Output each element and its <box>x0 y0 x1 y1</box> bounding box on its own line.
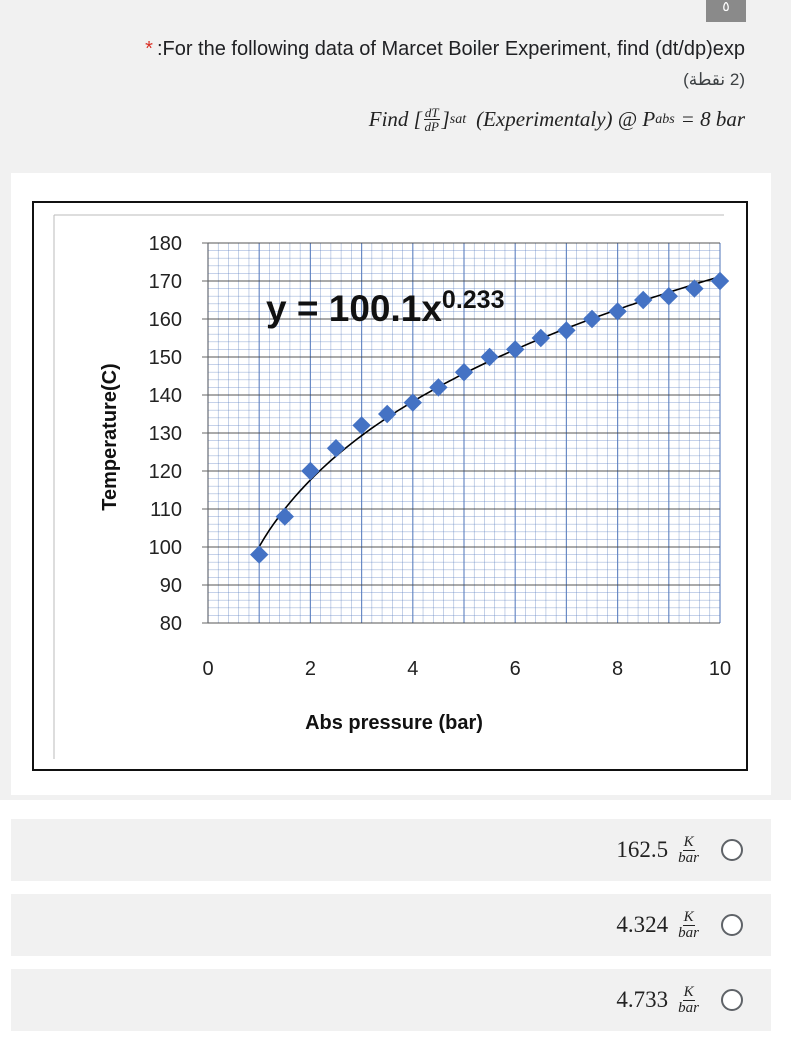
equation-base: y = 100.1x <box>266 288 442 329</box>
option-value: 4.733 <box>616 987 669 1012</box>
x-tick-label: 0 <box>202 658 213 680</box>
option-label: 4.324 K bar <box>616 894 701 956</box>
option-value: 4.324 <box>616 912 669 937</box>
y-tick-label: 90 <box>160 575 182 597</box>
unit-numerator: K <box>682 833 695 851</box>
x-tick-label: 8 <box>612 658 623 680</box>
trendline-equation: y = 100.1x0.233 <box>266 286 504 329</box>
formula-find: Find [ <box>368 107 422 131</box>
x-tick-label: 6 <box>510 658 521 680</box>
required-marker: * <box>145 38 153 60</box>
data-point <box>454 363 474 382</box>
option-unit: K bar <box>678 833 699 866</box>
points-label: (2 نقطة) <box>683 70 745 89</box>
y-tick-label: 130 <box>149 423 182 445</box>
x-tick-label: 4 <box>407 658 418 680</box>
formula-numerator: dT <box>423 105 440 120</box>
data-point <box>352 416 371 435</box>
option-label: 162.5 K bar <box>616 819 701 881</box>
data-point <box>326 439 346 458</box>
y-tick-label: 160 <box>149 309 182 331</box>
data-point <box>557 321 576 340</box>
option-unit: K bar <box>678 908 699 941</box>
data-point <box>429 378 448 397</box>
scatter-chart: 80 90 100 110 120 130 140 150 160 170 180 0 2 4 6 8 10 Ab… <box>53 214 731 759</box>
chart-image: 80 90 100 110 120 130 140 150 160 170 180 0 2 4 6 8 10 Ab… <box>32 201 748 771</box>
data-point <box>710 271 730 291</box>
y-tick-label: 180 <box>149 233 182 255</box>
x-axis-title: Abs pressure (bar) <box>305 712 483 734</box>
data-point <box>301 461 320 481</box>
option-value: 162.5 <box>616 837 669 862</box>
formula-rest: (Experimentaly) @ P <box>476 107 656 131</box>
data-point <box>275 507 294 526</box>
question-formula: Find [ dT dP ] sat (Experimentaly) @ P a… <box>369 106 745 133</box>
data-point <box>250 545 269 564</box>
data-point <box>531 328 550 348</box>
question-number-badge: ٥ <box>706 0 746 22</box>
option-row-1[interactable]: 162.5 K bar <box>11 819 771 881</box>
unit-denominator: bar <box>678 999 699 1016</box>
formula-abs-sub: abs <box>655 111 675 127</box>
option-row-2[interactable]: 4.324 K bar <box>11 894 771 956</box>
data-point <box>608 302 627 321</box>
data-point <box>403 393 422 412</box>
x-tick-label: 2 <box>305 658 316 680</box>
option-radio-button[interactable] <box>721 914 743 936</box>
y-tick-label: 80 <box>160 613 182 635</box>
y-axis-title: Temperature(C) <box>99 363 121 510</box>
option-row-3[interactable]: 4.733 K bar <box>11 969 771 1031</box>
x-tick-label: 10 <box>709 658 731 680</box>
data-point <box>582 309 602 329</box>
unit-denominator: bar <box>678 924 699 941</box>
y-tick-label: 140 <box>149 385 182 407</box>
equation-exponent: 0.233 <box>442 286 505 314</box>
option-label: 4.733 K bar <box>616 969 701 1031</box>
data-point <box>685 279 704 298</box>
formula-value: = 8 bar <box>680 107 745 131</box>
unit-denominator: bar <box>678 849 699 866</box>
data-point <box>506 340 525 359</box>
data-point <box>480 347 499 367</box>
y-tick-label: 170 <box>149 271 182 293</box>
data-point <box>634 290 653 310</box>
y-tick-label: 150 <box>149 347 182 369</box>
question-title: *:For the following data of Marcet Boile… <box>145 38 745 61</box>
y-tick-label: 110 <box>150 499 182 521</box>
formula-close: ] <box>441 107 450 131</box>
option-radio-button[interactable] <box>721 839 743 861</box>
option-radio-button[interactable] <box>721 989 743 1011</box>
formula-derivative: dT dP <box>423 105 440 134</box>
unit-numerator: K <box>682 983 695 1001</box>
formula-sat-sub: sat <box>449 111 467 127</box>
question-card: ٥ *:For the following data of Marcet Boi… <box>0 0 791 800</box>
formula-denominator: dP <box>424 119 439 134</box>
data-point <box>378 404 397 424</box>
y-tick-label: 100 <box>149 537 182 559</box>
option-unit: K bar <box>678 983 699 1016</box>
unit-numerator: K <box>682 908 695 926</box>
y-tick-label: 120 <box>149 461 182 483</box>
question-text: :For the following data of Marcet Boiler… <box>156 38 745 60</box>
